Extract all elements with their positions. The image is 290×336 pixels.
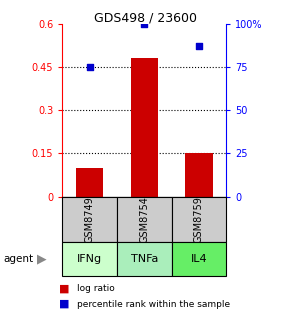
Text: GDS498 / 23600: GDS498 / 23600 bbox=[93, 12, 197, 25]
Text: GSM8759: GSM8759 bbox=[194, 196, 204, 243]
Text: percentile rank within the sample: percentile rank within the sample bbox=[77, 300, 230, 308]
Text: ▶: ▶ bbox=[37, 252, 47, 265]
Bar bbox=[117, 197, 172, 242]
Text: GSM8749: GSM8749 bbox=[85, 196, 95, 243]
Bar bbox=[117, 242, 172, 276]
Bar bbox=[185, 153, 213, 197]
Bar bbox=[62, 197, 117, 242]
Text: TNFa: TNFa bbox=[130, 254, 158, 264]
Bar bbox=[62, 242, 117, 276]
Point bbox=[142, 21, 146, 26]
Bar bbox=[76, 168, 103, 197]
Bar bbox=[172, 242, 226, 276]
Text: log ratio: log ratio bbox=[77, 285, 115, 293]
Text: GSM8754: GSM8754 bbox=[139, 196, 149, 243]
Text: agent: agent bbox=[3, 254, 33, 264]
Text: ■: ■ bbox=[59, 299, 70, 309]
Bar bbox=[130, 58, 158, 197]
Point bbox=[197, 43, 201, 49]
Bar bbox=[172, 197, 226, 242]
Point bbox=[87, 64, 92, 70]
Text: IL4: IL4 bbox=[191, 254, 207, 264]
Text: IFNg: IFNg bbox=[77, 254, 102, 264]
Text: ■: ■ bbox=[59, 284, 70, 294]
